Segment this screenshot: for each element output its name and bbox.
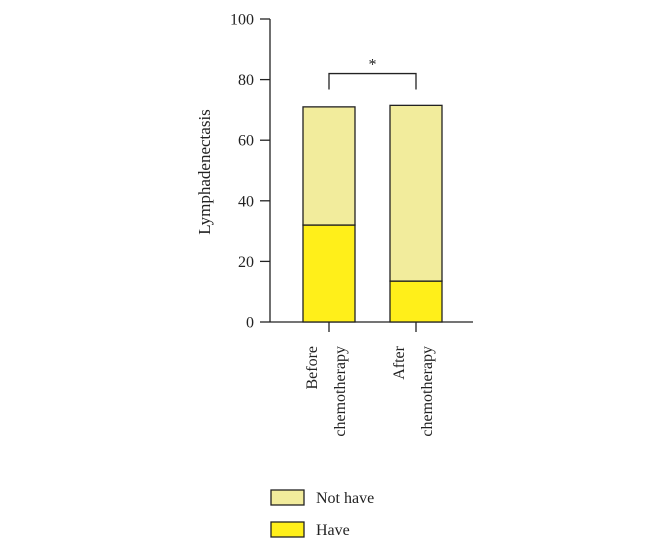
- y-tick-label: 60: [238, 133, 254, 150]
- bar-segment-have-0: [302, 224, 356, 323]
- x-category-label: Before: [304, 346, 321, 390]
- y-tick-label: 0: [246, 315, 254, 332]
- y-tick-label: 20: [238, 254, 254, 271]
- legend-label: Not have: [316, 490, 374, 507]
- category-labels: Before chemotherapy After chemotherapy: [304, 345, 436, 436]
- significance-bracket: [328, 72, 417, 90]
- y-axis: 0 20 40 60 80 100: [230, 12, 271, 332]
- significance-label: *: [369, 57, 377, 74]
- annotations: *: [328, 57, 417, 90]
- legend-label: Have: [316, 522, 350, 539]
- x-axis: [270, 321, 473, 332]
- legend-swatch-have: [270, 521, 305, 538]
- legend-swatch-not-have: [270, 489, 305, 506]
- bar-segment-have-1: [389, 280, 443, 323]
- x-category-label: After: [391, 345, 408, 379]
- y-tick-label: 100: [230, 12, 254, 29]
- y-tick-label: 40: [238, 193, 254, 210]
- bar-segment-not-have-1: [389, 104, 443, 282]
- y-axis-label: Lymphadenectasis: [195, 109, 214, 235]
- bar-segment-not-have-0: [302, 106, 356, 226]
- x-category-label: chemotherapy: [332, 346, 349, 437]
- legend: Not have Have: [270, 489, 374, 539]
- bars: [302, 104, 443, 323]
- y-tick-label: 80: [238, 72, 254, 89]
- x-category-label: chemotherapy: [419, 346, 436, 437]
